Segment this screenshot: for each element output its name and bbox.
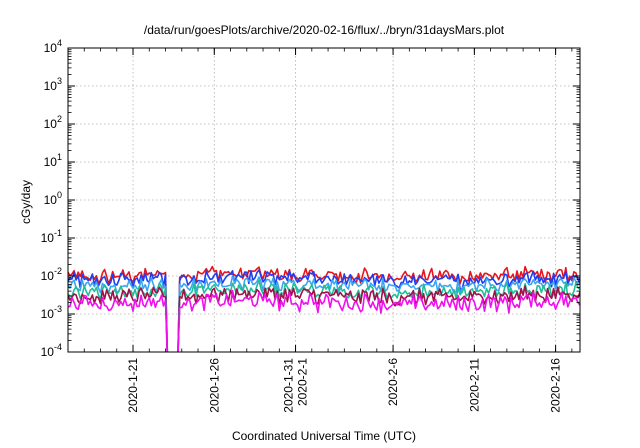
y-tick-label: 102: [44, 114, 62, 131]
y-tick-label: 10-3: [41, 304, 62, 321]
series-line-magenta: [68, 289, 580, 352]
axis-ticks: 10-4 10-3 10-2 10-1 100 101 102 103 104 2020-1-21…: [41, 38, 580, 413]
series-lines: [68, 265, 580, 352]
x-tick-label: 2020-2-1: [296, 358, 310, 406]
x-tick-label: 2020-2-6: [386, 358, 400, 406]
series-line-teal: [68, 279, 580, 352]
series-line-maroon: [68, 285, 580, 352]
y-tick-label: 103: [44, 76, 62, 93]
y-axis-label: cGy/day: [19, 180, 33, 224]
y-tick-label: 10-4: [41, 342, 62, 359]
x-axis-label: Coordinated Universal Time (UTC): [232, 429, 416, 443]
series-line-blue: [68, 269, 580, 352]
y-tick-label: 100: [44, 190, 62, 207]
x-tick-label: 2020-1-21: [126, 358, 140, 413]
y-tick-label: 104: [44, 38, 62, 55]
y-tick-label: 10-1: [41, 228, 62, 245]
x-tick-label: 2020-2-11: [467, 358, 481, 412]
chart-title: /data/run/goesPlots/archive/2020-02-16/f…: [144, 23, 505, 37]
x-tick-label: 2020-1-26: [207, 358, 221, 413]
y-tick-label: 10-2: [41, 266, 62, 283]
x-tick-label: 2020-2-16: [549, 358, 563, 413]
x-tick-label: 2020-1-31: [282, 358, 296, 413]
y-tick-label: 101: [44, 152, 62, 169]
grid-lines: [68, 48, 580, 352]
series-line-red: [68, 265, 580, 352]
